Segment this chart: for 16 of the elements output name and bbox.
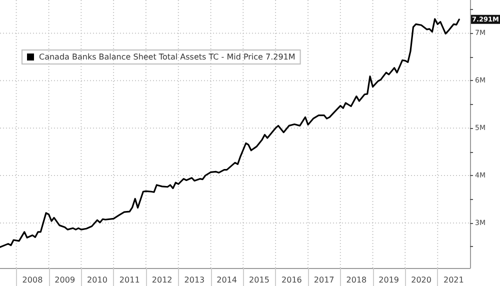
x-tick-label: 2011 xyxy=(119,276,140,284)
x-tick-label: 2015 xyxy=(249,276,270,284)
x-tick-label: 2008 xyxy=(22,276,43,284)
x-tick-label: 2010 xyxy=(87,276,108,284)
x-tick-label: 2021 xyxy=(443,276,464,284)
x-tick-label: 2017 xyxy=(314,276,334,284)
x-tick-label: 2019 xyxy=(378,276,400,284)
x-tick-label: 2016 xyxy=(282,276,302,284)
x-tick-label: 2012 xyxy=(152,276,172,284)
x-tick-label: 2020 xyxy=(411,276,432,284)
x-tick-label: 2018 xyxy=(346,276,367,284)
legend-label: Canada Banks Balance Sheet Total Assets TC - Mid Price 7.291M xyxy=(39,52,296,62)
x-tick-label: 2013 xyxy=(184,276,205,284)
x-tick-label: 2009 xyxy=(54,276,76,284)
x-tick-label: 2014 xyxy=(216,276,238,284)
line-series xyxy=(0,18,460,248)
